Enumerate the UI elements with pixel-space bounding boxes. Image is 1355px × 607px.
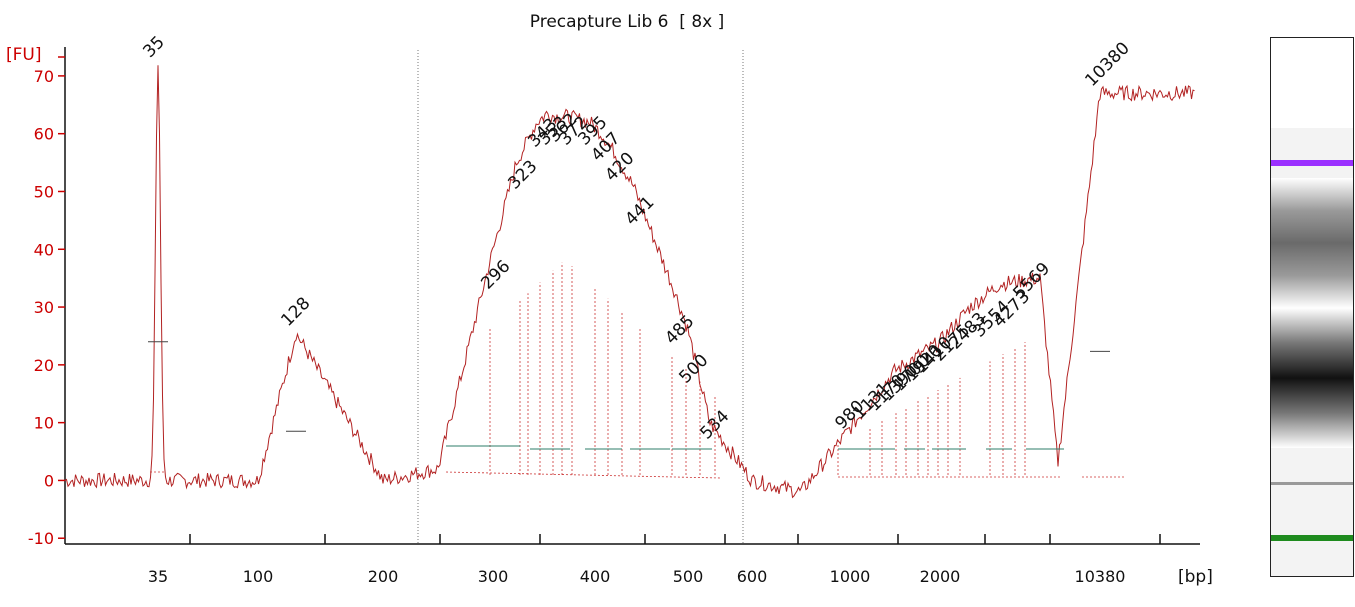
x-tick-label: 600 [737, 567, 768, 586]
annotation-label: 323 [504, 156, 541, 193]
x-tick-label: 500 [673, 567, 704, 586]
x-tick-label: 1000 [830, 567, 871, 586]
gel-band-mid [1271, 482, 1353, 485]
gel-smear-upper [1271, 178, 1353, 308]
y-tick-label: 40 [34, 240, 54, 259]
annotation-label: 296 [477, 256, 514, 293]
y-tick-label: 10 [34, 414, 54, 433]
x-axis-label: [bp] [1178, 567, 1213, 587]
y-tick-label: -10 [28, 529, 54, 548]
y-tick-label: 0 [44, 471, 54, 490]
annotation-label: 5569 [1009, 259, 1054, 304]
trace-line [64, 65, 1195, 499]
peak-label: 10380 [1081, 38, 1133, 90]
y-axis-label: [FU] [6, 45, 42, 65]
electropherogram-chart: Precapture Lib 6 [ 8x ] [FU] [bp] -10 0 10… [6, 12, 1213, 587]
annotation-label: 500 [675, 350, 712, 387]
x-tick-label: 2000 [920, 567, 961, 586]
annotation-label: 441 [621, 192, 658, 229]
peak-label: 128 [277, 294, 314, 331]
x-tick-label: 300 [478, 567, 509, 586]
y-tick-label: 60 [34, 125, 54, 144]
x-tick-label: 10380 [1075, 567, 1126, 586]
gel-band-lower-marker [1271, 535, 1353, 541]
x-tick-label: 200 [368, 567, 399, 586]
x-tick-label: 400 [580, 567, 611, 586]
smear-baseline [445, 471, 721, 479]
peak-label: 35 [139, 32, 168, 61]
x-tick-label: 35 [148, 567, 168, 586]
x-tick-label: 100 [243, 567, 274, 586]
gel-band-upper-marker [1271, 160, 1353, 166]
y-tick-label: 50 [34, 182, 54, 201]
annotation-label: 485 [661, 311, 698, 348]
chart-title: Precapture Lib 6 [ 8x ] [530, 12, 724, 32]
gel-image-lane [1270, 37, 1354, 577]
gel-smear-lower [1271, 308, 1353, 448]
y-tick-label: 20 [34, 356, 54, 375]
y-tick-label: 30 [34, 298, 54, 317]
y-tick-label: 70 [34, 67, 54, 86]
